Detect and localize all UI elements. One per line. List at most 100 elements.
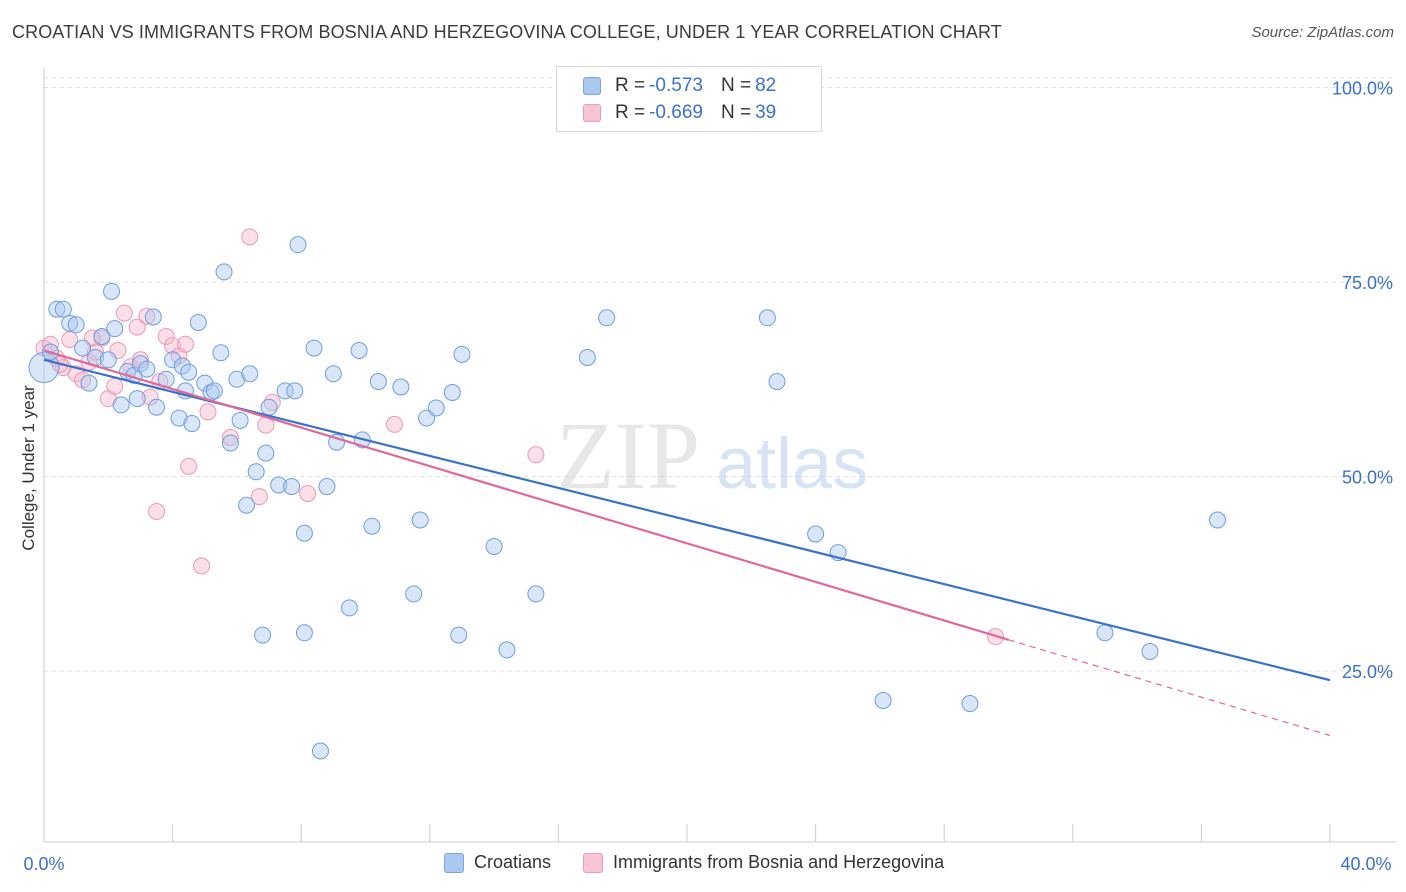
legend-r-value: -0.669	[649, 102, 703, 123]
immigrants-point	[180, 457, 198, 475]
croatians-point	[369, 373, 387, 391]
croatians-point	[173, 357, 191, 375]
croatians-point	[254, 626, 272, 644]
immigrants-trend-extension	[1008, 639, 1331, 737]
immigrants-point	[86, 343, 104, 361]
croatians-point	[144, 308, 162, 326]
immigrants-trend-line	[43, 349, 1009, 641]
axes	[43, 68, 1396, 843]
legend-swatch-blue	[583, 77, 601, 95]
croatians-point	[295, 524, 313, 542]
immigrants-point	[250, 488, 268, 506]
legend-n-value: 82	[755, 75, 777, 96]
croatians-point	[768, 373, 786, 391]
croatians-point	[205, 382, 223, 400]
croatians-point	[498, 641, 516, 659]
croatians-point	[1096, 624, 1114, 642]
croatians-point	[392, 378, 410, 396]
croatians-point	[305, 339, 323, 357]
croatians-point	[257, 444, 275, 462]
croatians-point	[311, 742, 329, 760]
croatians-point	[170, 409, 188, 427]
immigrants-point	[157, 327, 175, 345]
legend-n-label: N =	[720, 75, 752, 96]
croatians-point	[1141, 642, 1159, 660]
immigrants-point	[385, 415, 403, 433]
immigrants-point	[221, 429, 239, 447]
croatians-trend-line	[43, 358, 1331, 682]
croatians-point	[180, 363, 198, 381]
croatians-point	[527, 585, 545, 603]
watermark-zip: ZIP	[556, 402, 700, 509]
legend-r-value: -0.573	[649, 75, 703, 96]
immigrants-point	[106, 377, 124, 395]
chart-title: CROATIAN VS IMMIGRANTS FROM BOSNIA AND H…	[12, 22, 1002, 42]
immigrants-point	[131, 351, 149, 369]
croatians-point	[758, 309, 776, 327]
watermark-atlas: atlas	[716, 424, 868, 504]
y-tick-label: 100.0%	[1332, 79, 1393, 99]
croatians-point	[289, 236, 307, 254]
croatians-point	[295, 624, 313, 642]
bottom-legend-immigrants: Immigrants from Bosnia and Herzegovina	[613, 852, 945, 872]
y-tick-label: 75.0%	[1342, 273, 1393, 293]
immigrants-point	[299, 485, 317, 503]
croatians-point	[221, 434, 239, 452]
croatians-point	[247, 463, 265, 481]
croatians-point	[93, 327, 111, 345]
croatians-point	[427, 399, 445, 417]
croatians-point	[164, 351, 182, 369]
croatians-point	[138, 360, 156, 378]
croatians-point	[328, 433, 346, 451]
croatians-point	[67, 316, 85, 334]
croatians-point	[598, 309, 616, 327]
croatians-point	[215, 263, 233, 281]
croatians-point	[260, 398, 278, 416]
immigrants-point	[527, 446, 545, 464]
croatians-point	[231, 411, 249, 429]
croatians-point	[148, 398, 166, 416]
croatians-point	[241, 365, 259, 383]
croatians-point	[578, 348, 596, 366]
croatians-point	[807, 525, 825, 543]
legend-r-label: R =	[615, 102, 646, 123]
croatians-point	[411, 511, 429, 529]
immigrants-point	[263, 394, 281, 412]
y-tick-label: 25.0%	[1342, 662, 1393, 682]
bottom-legend-swatch-pink	[583, 852, 604, 873]
croatians-point	[485, 537, 503, 555]
legend-swatch-pink	[583, 104, 601, 122]
croatians-point	[1208, 511, 1226, 529]
croatians-point	[276, 382, 294, 400]
croatians-point	[286, 382, 304, 400]
croatians-point	[99, 351, 117, 369]
croatians-point	[112, 396, 130, 414]
immigrants-point	[164, 337, 182, 355]
bottom-legend-croatians: Croatians	[474, 852, 552, 872]
croatians-point	[189, 313, 207, 331]
immigrants-point	[128, 318, 146, 336]
bottom-legend: Croatians Immigrants from Bosnia and Her…	[444, 852, 944, 873]
croatians-point	[283, 478, 301, 496]
croatians-point	[80, 374, 98, 392]
croatians-point	[48, 300, 66, 318]
croatians-point	[363, 517, 381, 535]
source-label: Source: ZipAtlas.com	[1251, 24, 1394, 41]
immigrants-point	[148, 502, 166, 520]
croatians-point	[318, 478, 336, 496]
legend-n-value: 39	[755, 102, 777, 123]
croatians-point	[212, 344, 230, 362]
immigrants-point	[193, 557, 211, 575]
croatians-point	[183, 415, 201, 433]
croatians-point	[324, 365, 342, 383]
x-tick-label-min: 0.0%	[23, 854, 64, 874]
croatians-point	[350, 341, 368, 359]
croatians-point	[128, 390, 146, 408]
croatians-point	[74, 339, 92, 357]
legend-row-immigrants: R = -0.669 N = 39	[583, 101, 780, 125]
croatians-point	[238, 496, 256, 514]
legend-row-croatians: R = -0.573 N = 82	[583, 74, 780, 98]
legend-r-label: R =	[615, 75, 646, 96]
axis-labels: 25.0% 50.0% 75.0% 100.0% 0.0% 40.0%	[23, 79, 1393, 874]
